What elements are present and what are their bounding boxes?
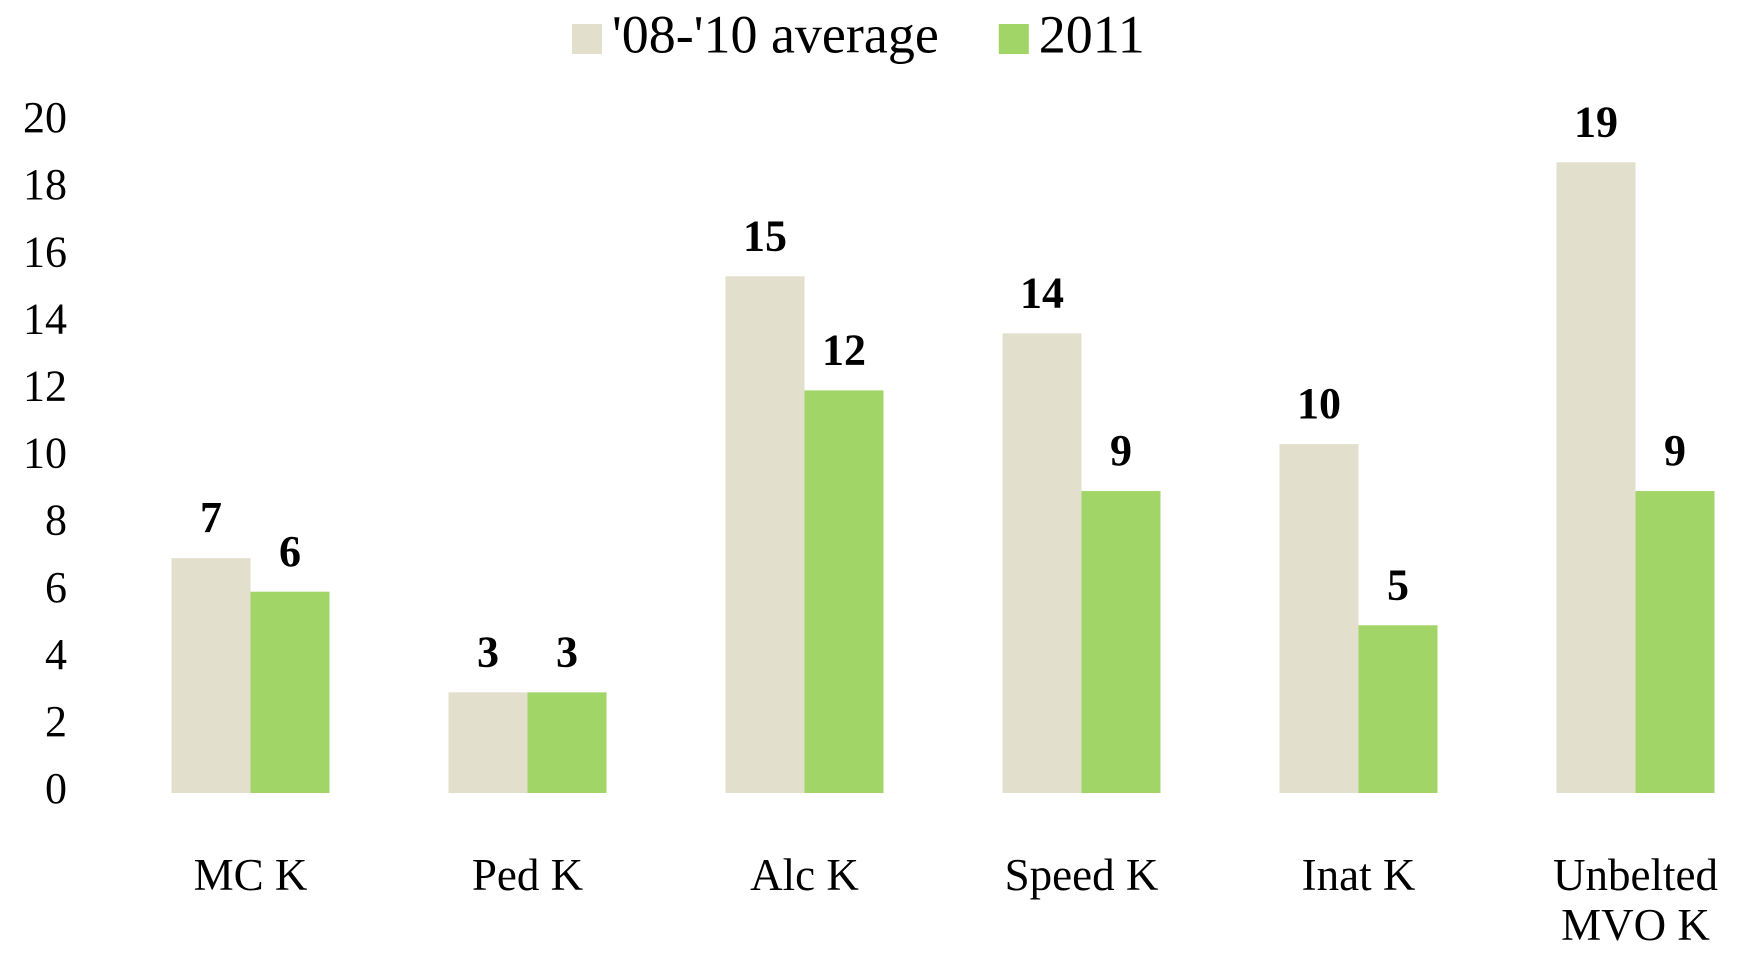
- data-label: 7: [200, 493, 222, 542]
- y-tick-label: 0: [45, 764, 67, 813]
- data-label: 9: [1110, 426, 1132, 475]
- legend-label: 2011: [1039, 4, 1145, 64]
- x-tick-label: Ped K: [471, 850, 584, 900]
- bar: [1556, 162, 1636, 793]
- data-label: 9: [1664, 426, 1686, 475]
- x-tick-label: Unbelted MVO K: [1553, 850, 1718, 950]
- data-label: 3: [556, 627, 578, 676]
- y-tick-label: 16: [23, 227, 67, 276]
- bar: [527, 692, 607, 793]
- data-label: 6: [279, 527, 301, 576]
- data-label: 19: [1574, 97, 1618, 146]
- bar: [171, 558, 251, 793]
- y-tick-label: 18: [23, 160, 67, 209]
- data-label: 5: [1387, 560, 1409, 609]
- x-tick-label: Alc K: [750, 850, 859, 900]
- y-tick-label: 12: [23, 361, 67, 410]
- bar: [1002, 333, 1082, 793]
- bar: [1279, 444, 1359, 793]
- y-tick-label: 8: [45, 496, 67, 545]
- bar: [250, 591, 330, 793]
- legend-label: '08-'10 average: [612, 4, 939, 64]
- legend-swatch: [572, 24, 602, 54]
- bar: [1081, 491, 1161, 793]
- data-label: 14: [1020, 268, 1064, 317]
- y-tick-label: 20: [23, 93, 67, 142]
- x-tick-label: MC K: [193, 850, 308, 900]
- bar: [725, 276, 805, 794]
- data-label: 15: [743, 211, 787, 260]
- y-tick-label: 14: [23, 294, 67, 343]
- y-tick-label: 10: [23, 429, 67, 478]
- x-tick-label: Inat K: [1301, 850, 1416, 900]
- bar: [1358, 625, 1438, 793]
- bar: [448, 692, 528, 793]
- y-tick-label: 2: [45, 697, 67, 746]
- legend-swatch: [998, 24, 1029, 54]
- y-tick-label: 4: [45, 630, 67, 679]
- bar: [804, 390, 884, 793]
- data-label: 3: [477, 627, 499, 676]
- y-tick-label: 6: [45, 563, 67, 612]
- data-label: 10: [1297, 379, 1341, 428]
- x-tick-label: Speed K: [1004, 850, 1159, 900]
- bar: [1635, 491, 1715, 793]
- data-label: 12: [822, 325, 866, 374]
